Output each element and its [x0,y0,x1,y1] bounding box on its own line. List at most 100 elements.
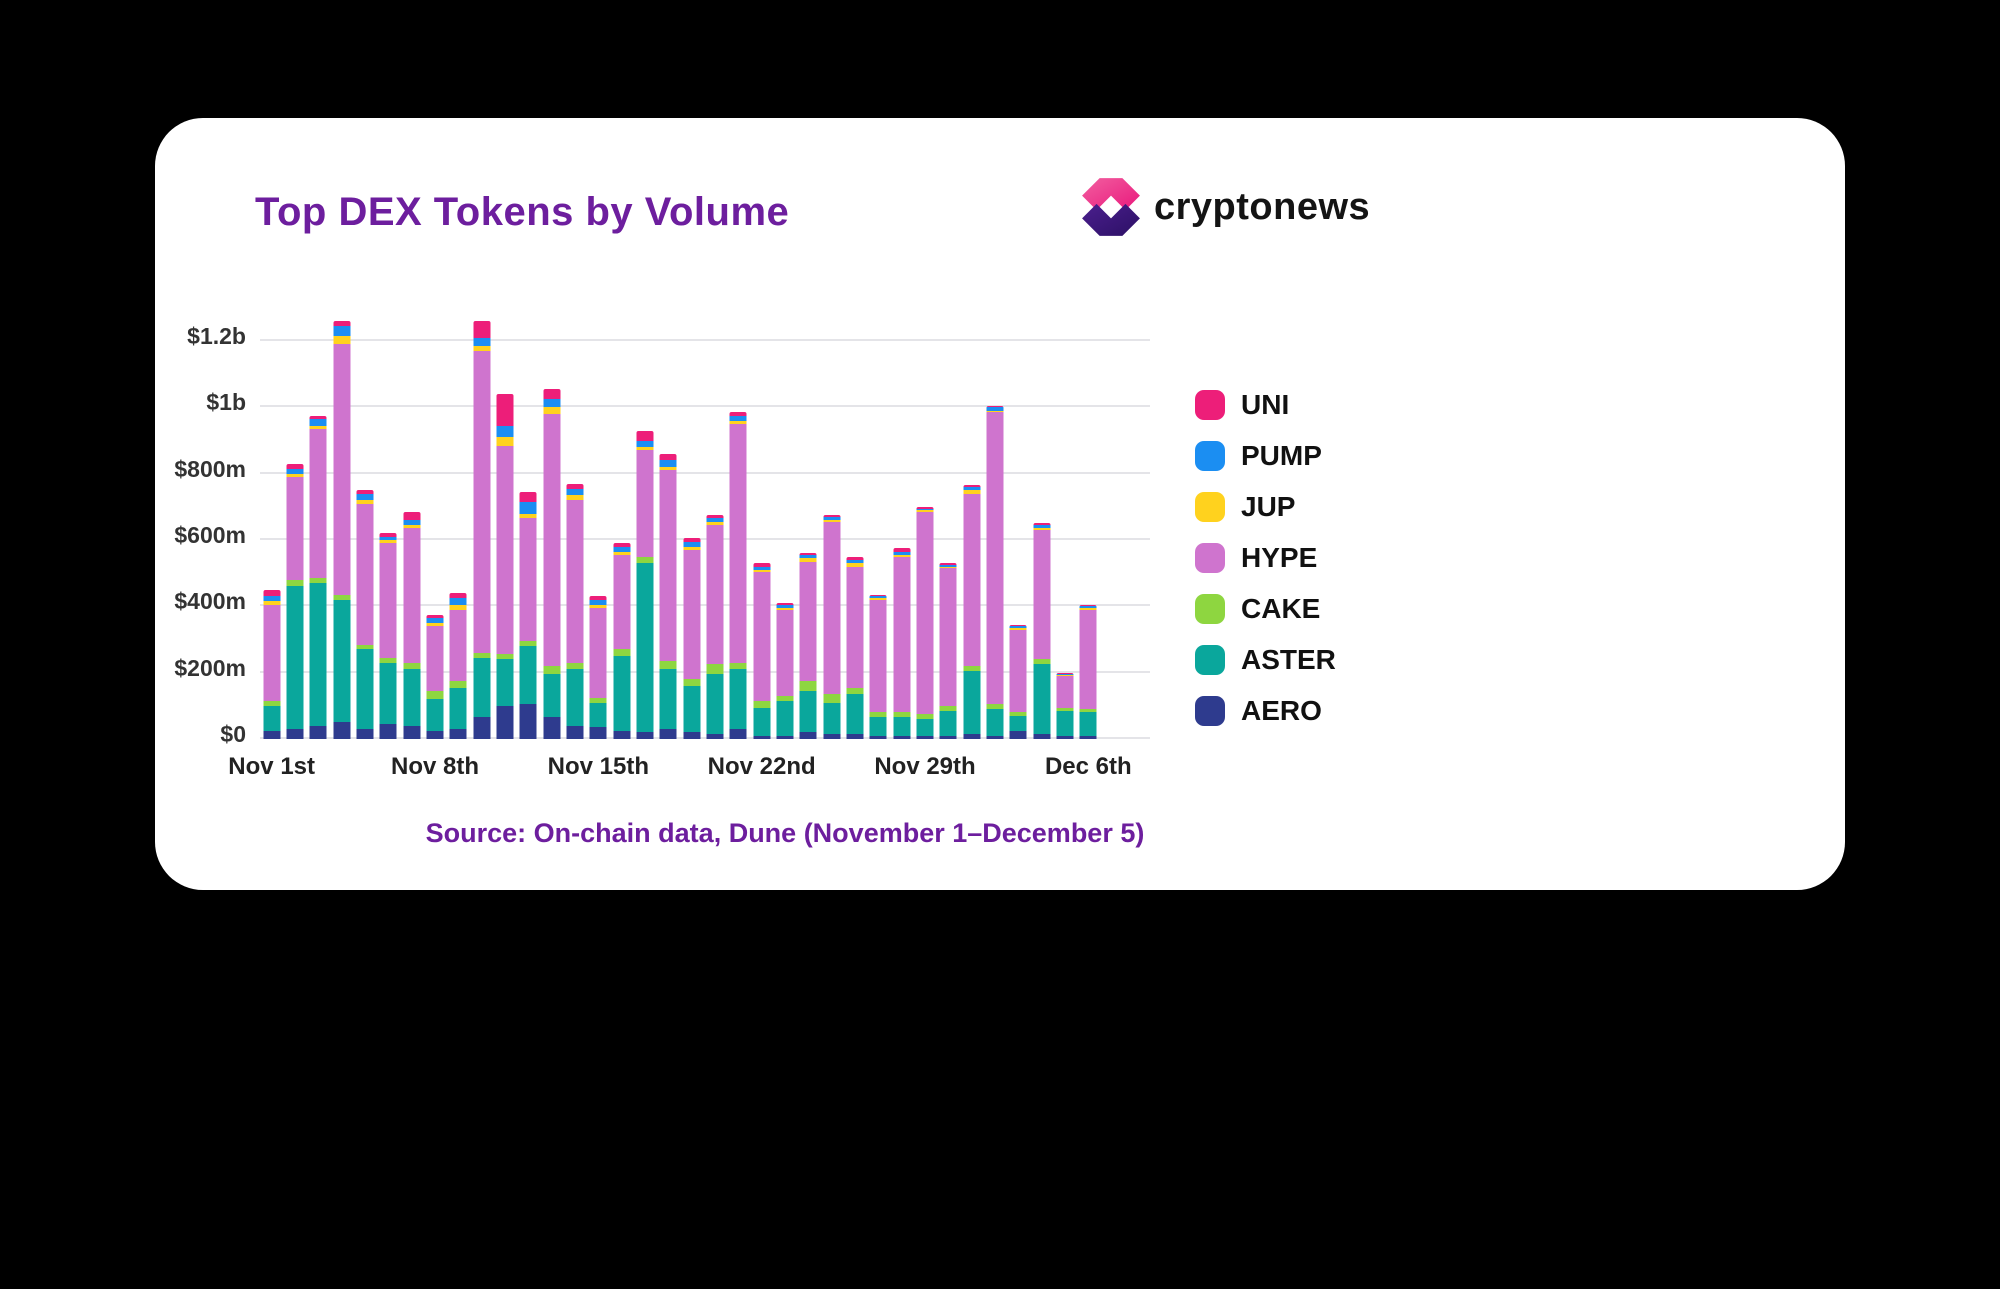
bar-segment-cake [356,644,374,650]
bar-segment-hype [706,525,724,665]
bar-segment-uni [473,321,491,338]
bar-segment-pump [939,564,957,567]
bar-segment-aster [309,583,327,726]
bar-segment-uni [286,463,304,469]
bar-dec-3 [1009,624,1027,739]
legend-swatch-hype [1195,543,1225,573]
bar-segment-aero [846,734,864,739]
bar-segment-jup [613,551,631,555]
legend-label-hype: HYPE [1241,542,1318,573]
bar-segment-pump [356,493,374,501]
bar-segment-hype [1009,629,1027,713]
bar-nov-28 [893,548,911,739]
bar-segment-aster [753,707,771,736]
bar-segment-aero [659,729,677,739]
bar-segment-aero [356,729,374,739]
bar-segment-hype [356,503,374,645]
bar-segment-aster [333,599,351,723]
bar-segment-aster [286,586,304,730]
bar-segment-aster [823,702,841,735]
cryptonews-logo-icon [1080,176,1142,238]
bar-segment-aero [263,730,281,739]
bar-segment-aster [706,674,724,735]
bar-segment-aero [426,730,444,739]
bar-segment-jup [1009,627,1027,630]
bar-segment-jup [776,608,794,610]
bar-segment-jup [636,447,654,451]
legend-label-cake: CAKE [1241,593,1321,624]
bar-segment-aster [1079,712,1097,736]
y-axis-label: $1.2b [187,323,246,349]
bar-segment-aero [309,725,327,739]
bar-segment-aero [1056,735,1074,739]
bar-nov-14 [566,483,584,739]
bar-segment-hype [659,470,677,662]
bar-segment-uni [1033,523,1051,526]
bar-segment-cake [589,697,607,703]
bar-segment-aster [939,710,957,736]
bar-segment-aster [869,717,887,736]
bar-segment-aster [379,662,397,725]
bar-segment-jup [263,601,281,605]
bar-segment-jup [939,566,957,569]
bar-segment-jup [1033,528,1051,531]
chart-plot-area: $0 $200m $400m $600m $800m $1b $1.2b Nov 1st Nov… [174,314,1150,780]
chart-legend: UNI PUMP JUP HYPE CAKE ASTER AERO [1195,389,1336,726]
bar-segment-hype [916,511,934,715]
bar-segment-jup [543,407,561,414]
bar-segment-aero [706,734,724,739]
bar-segment-uni [613,543,631,547]
bar-segment-aero [683,732,701,739]
bar-nov-15 [589,596,607,739]
bar-segment-jup [449,604,467,610]
bar-segment-pump [379,536,397,541]
bar-segment-hype [963,493,981,667]
bar-segment-cake [286,579,304,587]
bar-segment-aster [449,687,467,730]
x-axis-label: Nov 15th [547,753,650,780]
bar-segment-hype [566,500,584,663]
bar-segment-aero [799,732,817,739]
bar-segment-pump [846,559,864,564]
bar-segment-aero [519,704,537,739]
bar-segment-cake [403,662,421,670]
bar-segment-aster [659,669,677,730]
grid-line [260,405,1150,408]
grid-line [260,737,1150,739]
bar-segment-aster [893,717,911,736]
bar-segment-uni [776,603,794,605]
bar-segment-aero [496,705,514,739]
bar-segment-cake [426,690,444,700]
bar-segment-jup [869,598,887,600]
y-axis-label: $200m [174,654,246,681]
x-axis-label: Nov 29th [874,753,976,780]
bar-segment-jup [729,420,747,424]
bar-segment-pump [753,566,771,570]
bar-segment-cake [519,641,537,647]
bar-segment-pump [449,598,467,605]
bar-segment-hype [799,561,817,681]
legend-swatch-aero [1195,696,1225,726]
bar-nov-25 [823,515,841,739]
legend-label-aster: ASTER [1241,644,1336,675]
bar-nov-12 [519,491,537,739]
bar-segment-aero [473,717,491,739]
bar-segment-aster [473,657,491,718]
y-axis-label: $800m [174,455,246,482]
bar-segment-aero [589,727,607,739]
bar-segment-jup [986,410,1004,413]
bar-segment-uni [566,483,584,489]
bar-segment-jup [706,521,724,526]
bar-segment-cake [613,649,631,657]
y-axis-label: $1b [206,389,246,416]
bar-segment-pump [1009,626,1027,628]
bar-segment-uni [893,548,911,552]
bar-segment-cake [729,662,747,670]
bar-segment-hype [449,609,467,681]
bar-segment-cake [1056,707,1074,711]
bar-segment-hype [893,556,911,713]
legend-item-aero: AERO [1195,695,1336,726]
bar-segment-cake [753,700,771,708]
bar-segment-cake [916,714,934,720]
bar-nov-3 [309,415,327,739]
